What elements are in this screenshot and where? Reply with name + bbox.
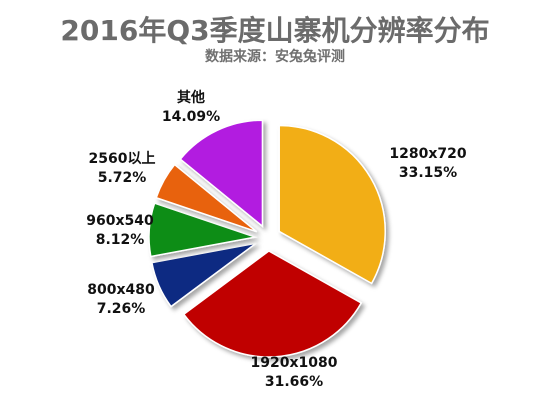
slice-value-label-1: 31.66% [265, 374, 323, 390]
slice-label-0: 1280x720 [389, 146, 466, 162]
slice-value-label-3: 8.12% [96, 232, 145, 248]
pie-slice-5 [179, 119, 264, 228]
slice-value-label-0: 33.15% [399, 165, 457, 181]
slice-label-2: 800x480 [87, 282, 155, 298]
chart-subtitle: 数据来源：安兔兔评测 [205, 49, 345, 65]
pie-slice-3 [148, 202, 258, 258]
pie-slice-1 [182, 250, 363, 358]
slice-label-1: 1920x1080 [251, 355, 338, 371]
slice-label-4: 2560以上 [89, 151, 156, 167]
pie-slice-4 [155, 163, 258, 233]
pie-slice-2 [151, 242, 257, 308]
pie-slice-0 [278, 124, 386, 285]
slice-label-5: 其他 [177, 89, 205, 106]
slice-value-label-4: 5.72% [98, 170, 147, 186]
slice-value-label-5: 14.09% [162, 109, 220, 125]
slice-value-label-2: 7.26% [97, 301, 146, 317]
chart-title: 2016年Q3季度山寨机分辨率分布 [60, 14, 490, 47]
slice-label-3: 960x540 [86, 213, 154, 229]
